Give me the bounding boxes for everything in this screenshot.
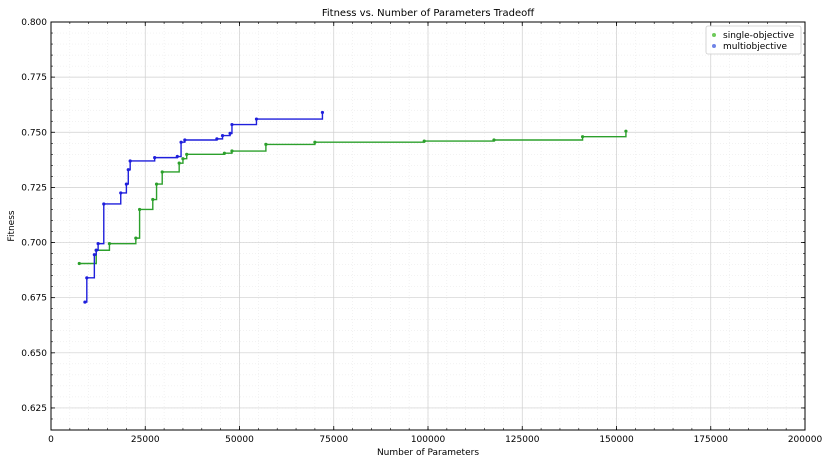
- data-point: [228, 131, 232, 135]
- data-point: [124, 182, 128, 186]
- axis-tick-labels: 0 25000 50000 75000 100000 125000 150000 175000…: [21, 18, 822, 445]
- y-tick-label: 0.725: [21, 183, 47, 193]
- data-point: [215, 137, 219, 141]
- data-point: [154, 182, 159, 186]
- y-tick-label: 0.675: [21, 294, 47, 304]
- x-tick-label: 125000: [505, 435, 540, 445]
- data-point: [137, 207, 142, 212]
- data-point: [492, 138, 496, 142]
- data-point: [230, 149, 234, 153]
- y-tick-label: 0.650: [21, 349, 47, 359]
- data-point: [153, 156, 157, 160]
- x-tick-label: 0: [48, 435, 54, 445]
- data-point: [85, 276, 89, 280]
- legend-label: single-objective: [723, 31, 795, 41]
- data-point: [134, 236, 138, 240]
- x-tick-label: 175000: [694, 435, 729, 445]
- data-point: [94, 248, 98, 252]
- legend-marker: [712, 44, 716, 48]
- x-tick-label: 200000: [788, 435, 823, 445]
- data-point: [183, 138, 187, 142]
- x-tick-label: 100000: [411, 435, 446, 445]
- axis-ticks: [50, 21, 806, 431]
- data-point: [119, 191, 123, 195]
- y-axis-title: Fitness: [7, 210, 17, 241]
- data-point: [160, 170, 164, 174]
- data-point: [624, 129, 628, 133]
- data-point: [92, 253, 96, 257]
- data-point: [230, 122, 234, 127]
- data-point: [220, 133, 225, 138]
- series-multiobjective: [83, 110, 325, 304]
- data-point: [128, 159, 132, 163]
- data-point: [264, 142, 268, 146]
- y-tick-label: 0.700: [21, 239, 47, 249]
- x-axis-title: Number of Parameters: [377, 448, 479, 458]
- chart-title: Fitness vs. Number of Parameters Tradeof…: [322, 8, 535, 19]
- y-tick-label: 0.800: [21, 18, 47, 28]
- data-point: [222, 151, 227, 155]
- data-point: [320, 110, 325, 115]
- data-point: [126, 168, 130, 172]
- legend-label: multiobjective: [723, 42, 788, 52]
- y-tick-label: 0.750: [21, 128, 47, 138]
- data-point: [102, 202, 106, 206]
- data-point: [580, 135, 585, 139]
- x-tick-label: 25000: [131, 435, 160, 445]
- data-point: [77, 261, 81, 266]
- legend-marker: [712, 33, 716, 37]
- data-point: [181, 157, 185, 161]
- data-point: [254, 117, 259, 121]
- y-tick-label: 0.625: [21, 404, 47, 414]
- data-point: [313, 140, 317, 144]
- x-tick-label: 50000: [225, 435, 254, 445]
- series-layer: [77, 110, 628, 304]
- y-tick-label: 0.775: [21, 73, 47, 83]
- data-point: [107, 242, 112, 246]
- data-point: [151, 197, 155, 202]
- data-point: [422, 139, 426, 143]
- x-tick-label: 75000: [319, 435, 348, 445]
- data-point: [175, 154, 179, 159]
- data-point: [177, 161, 181, 165]
- x-tick-label: 150000: [599, 435, 634, 445]
- data-point: [96, 242, 100, 246]
- data-point: [185, 152, 189, 156]
- data-point: [179, 140, 183, 144]
- legend-box: [705, 25, 802, 55]
- data-point: [83, 300, 87, 304]
